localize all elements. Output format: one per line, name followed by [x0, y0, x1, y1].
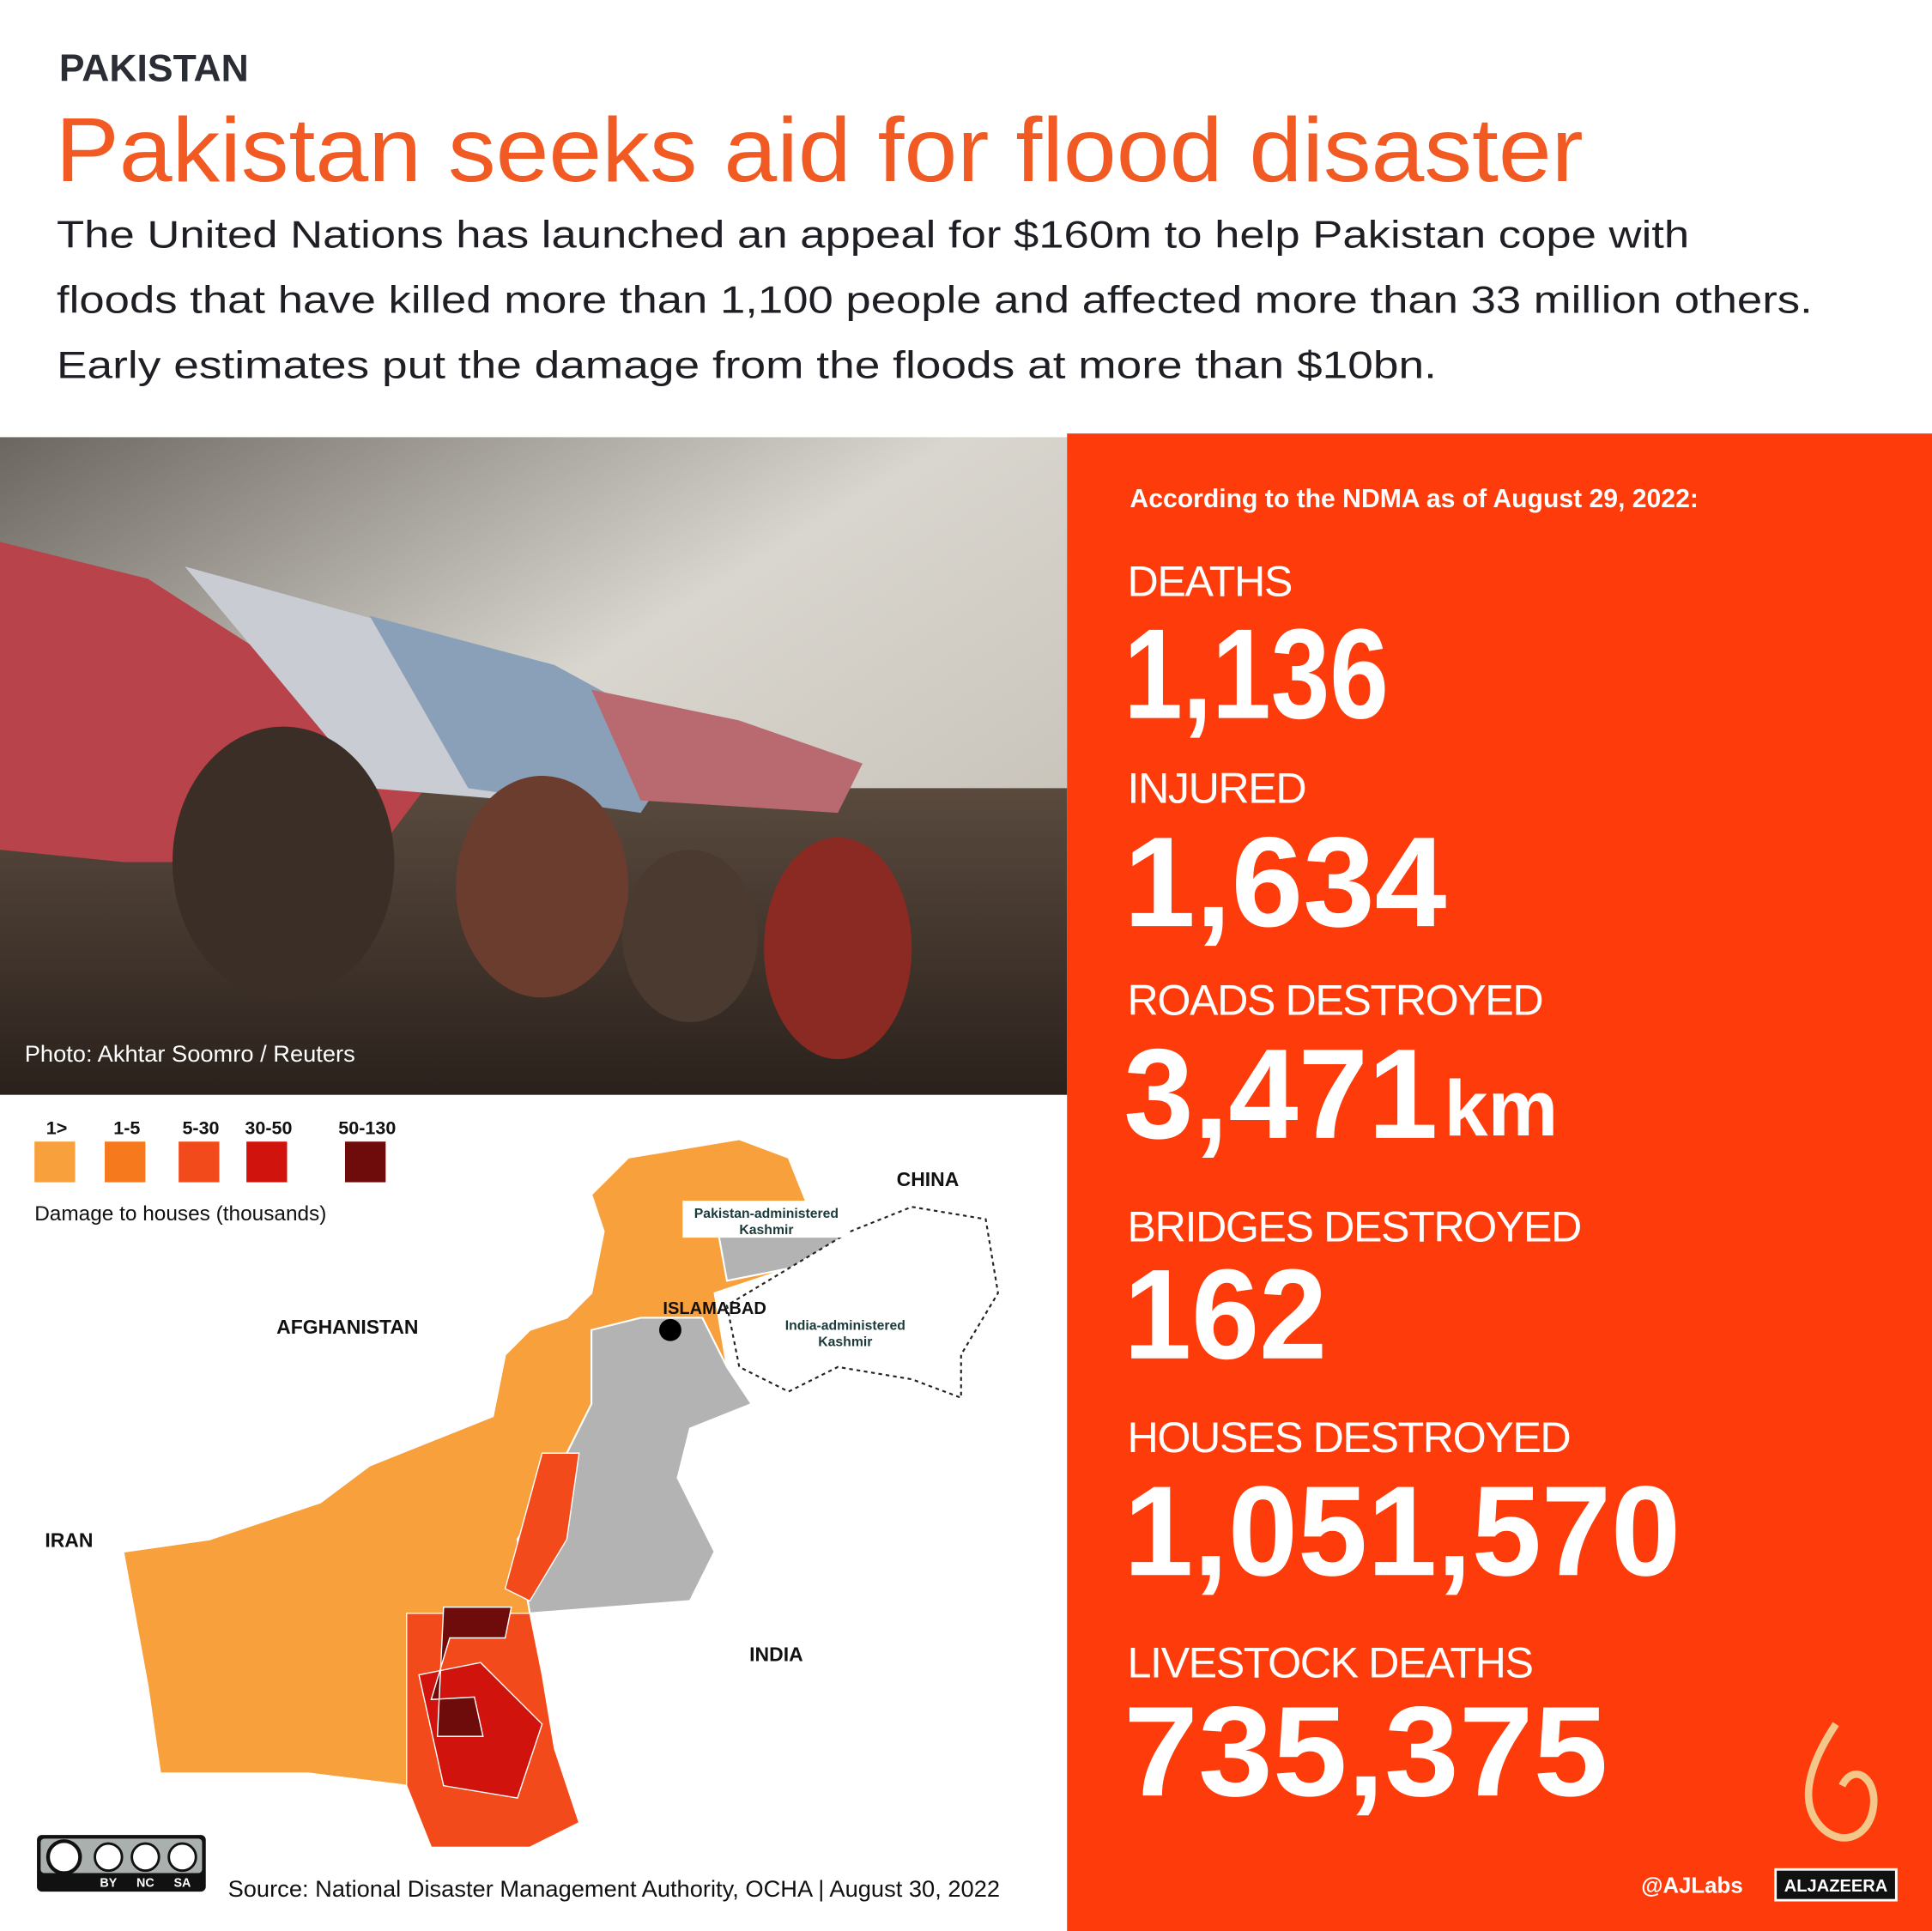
legend-title: Damage to houses (thousands)	[34, 1202, 326, 1226]
figure	[621, 850, 758, 1023]
title: Pakistan seeks aid for flood disaster	[56, 99, 1584, 201]
legend: 1> 1-5 5-30 30-50 50-130	[34, 1118, 396, 1183]
region-max	[430, 1606, 512, 1737]
stat-unit: km	[1444, 1065, 1559, 1153]
license-label: NC	[136, 1876, 154, 1890]
stats-intro: According to the NDMA as of August 29, 2…	[1130, 485, 1698, 513]
legend-swatch	[105, 1141, 146, 1183]
country-label: IRAN	[45, 1528, 93, 1551]
logo-mark	[1804, 1722, 1878, 1842]
map: CHINA Pakistan-administered Kashmir ISLA…	[45, 1138, 999, 1849]
stat-value: 1,634	[1123, 810, 1446, 953]
stat-label: DEATHS	[1128, 558, 1292, 606]
cc-icon	[45, 1839, 82, 1875]
handle: @AJLabs	[1641, 1874, 1743, 1898]
country-label: CHINA	[897, 1168, 960, 1190]
islamabad-marker	[659, 1318, 681, 1341]
region-mid	[504, 1452, 580, 1602]
figure	[172, 726, 395, 998]
by-icon	[94, 1842, 124, 1873]
region-label: India-administered	[785, 1319, 905, 1334]
license-badge: BY NC SA	[37, 1835, 206, 1892]
subtitle-line: Early estimates put the damage from the …	[57, 345, 1437, 387]
legend-swatch	[179, 1141, 220, 1183]
country-label: INDIA	[749, 1643, 802, 1666]
subtitle-line: floods that have killed more than 1,100 …	[57, 279, 1813, 321]
logo-text: ALJAZEERA	[1784, 1877, 1888, 1896]
license-label: BY	[100, 1876, 117, 1890]
stat-label: BRIDGES DESTROYED	[1128, 1202, 1581, 1250]
stat-label: LIVESTOCK DEATHS	[1128, 1638, 1533, 1686]
photo-credit: Photo: Akhtar Soomro / Reuters	[25, 1040, 355, 1067]
logo-box-inner	[1777, 1870, 1895, 1899]
country-label: AFGHANISTAN	[276, 1316, 418, 1338]
stat-value: 1,051,570	[1123, 1459, 1681, 1602]
legend-label: 5-30	[182, 1118, 219, 1139]
legend-label: 50-130	[338, 1118, 396, 1139]
region-label: Kashmir	[818, 1335, 872, 1349]
stat-label: ROADS DESTROYED	[1128, 976, 1543, 1024]
legend-swatch	[246, 1141, 288, 1183]
subtitle-line: The United Nations has launched an appea…	[57, 214, 1689, 256]
photo: Photo: Akhtar Soomro / Reuters	[0, 437, 1068, 1095]
legend-swatch	[34, 1141, 76, 1183]
kicker: PAKISTAN	[59, 48, 249, 90]
stat-value: 3,471	[1123, 1022, 1438, 1165]
stat-label: HOUSES DESTROYED	[1128, 1413, 1571, 1462]
figure	[764, 837, 912, 1060]
region-label: Kashmir	[739, 1223, 793, 1238]
city-label: ISLAMABAD	[663, 1299, 766, 1318]
stats-panel	[1067, 433, 1932, 1931]
tent	[369, 615, 690, 814]
source: Source: National Disaster Management Aut…	[228, 1875, 1000, 1902]
nc-icon	[130, 1842, 160, 1873]
stat-label: INJURED	[1128, 765, 1306, 813]
subtitle: The United Nations has launched an appea…	[57, 214, 1813, 386]
sa-icon	[167, 1842, 197, 1873]
legend-label: 1-5	[113, 1118, 140, 1139]
stat-value: 162	[1123, 1243, 1327, 1386]
region-label: Pakistan-administered	[694, 1207, 839, 1221]
stat-value: 735,375	[1123, 1680, 1608, 1823]
label-box	[682, 1201, 851, 1238]
legend-label: 1>	[46, 1118, 68, 1139]
tent	[591, 689, 863, 814]
license-label: SA	[173, 1876, 191, 1890]
legend-swatch	[344, 1141, 386, 1183]
legend-label: 30-50	[245, 1118, 292, 1139]
stat-value: 1,136	[1123, 602, 1389, 746]
india-administered-kashmir	[725, 1206, 999, 1400]
logo: ALJAZEERA	[1774, 1722, 1898, 1902]
figure	[456, 776, 629, 998]
license-labels: BY NC SA	[100, 1876, 191, 1890]
